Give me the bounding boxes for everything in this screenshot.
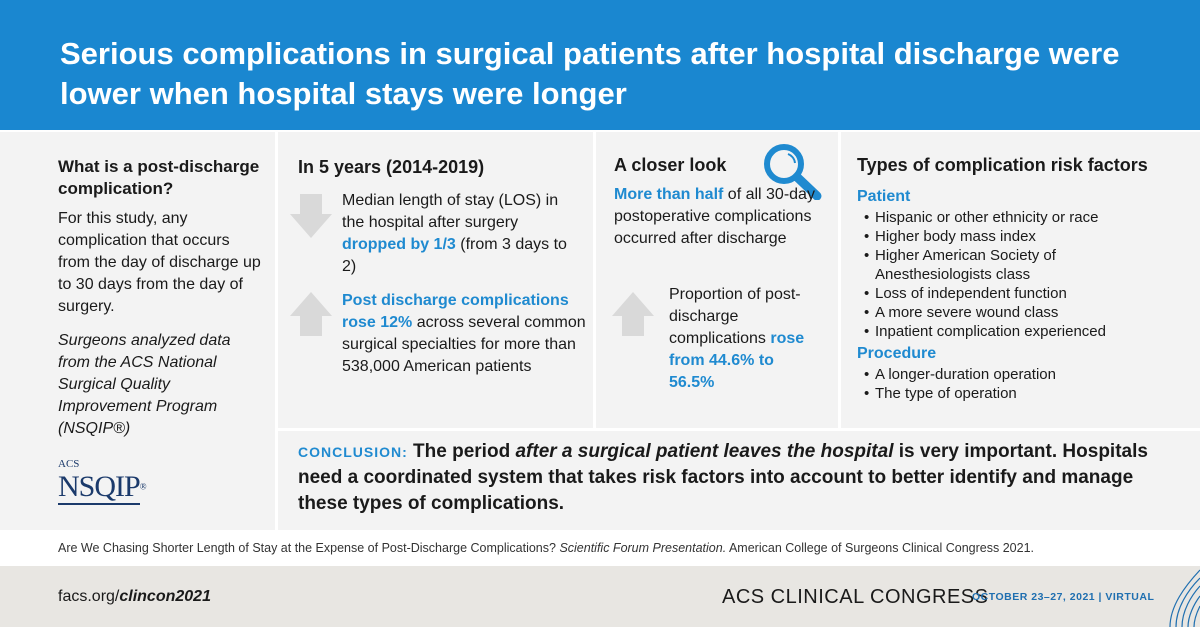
conclusion: CONCLUSION: The period after a surgical … bbox=[298, 439, 1158, 517]
text-run: Are We Chasing Shorter Length of Stay at… bbox=[58, 541, 560, 555]
header: Serious complications in surgical patien… bbox=[0, 0, 1200, 130]
text-run: (from 3 days to 2) bbox=[342, 236, 567, 275]
risk-panel: Types of complication risk factors Patie… bbox=[841, 132, 1200, 428]
text-run: of all 30-day postoperative complication… bbox=[614, 186, 815, 247]
text-run: dropped by 1/3 bbox=[342, 236, 456, 253]
footer: facs.org/clincon2021 ACS CLINICAL CONGRE… bbox=[0, 566, 1200, 627]
closer-item: Proportion of post-discharge complicatio… bbox=[669, 284, 819, 394]
title: Serious complications in surgical patien… bbox=[60, 36, 1120, 111]
risk-item: Inpatient complication experienced bbox=[857, 322, 1197, 341]
text-run: American College of Surgeons Clinical Co… bbox=[726, 541, 1034, 555]
text-run: The period bbox=[407, 441, 516, 462]
wave-decoration bbox=[1169, 569, 1200, 627]
text-run: after a surgical patient leaves the hosp… bbox=[515, 441, 894, 462]
text-run: More than half bbox=[614, 186, 724, 203]
text-run: CONCLUSION: bbox=[298, 444, 408, 460]
text-run: Median length of stay (LOS) in the hospi… bbox=[342, 192, 559, 231]
risk-item: A more severe wound class bbox=[857, 303, 1197, 322]
risk-item: Loss of independent function bbox=[857, 284, 1197, 303]
risk-list: Hispanic or other ethnicity or race High… bbox=[857, 208, 1197, 341]
logo: ACS NSQIP® bbox=[58, 458, 147, 505]
trends-panel: In 5 years (2014-2019) Median length of … bbox=[278, 132, 593, 428]
group-name: Procedure bbox=[857, 345, 937, 362]
text-run: across several common surgical specialti… bbox=[342, 314, 586, 375]
risk-list: A longer-duration operation The type of … bbox=[857, 365, 1197, 403]
risk-item: Higher American Society of Anesthesiolog… bbox=[857, 246, 1117, 284]
definition-panel: What is a post-discharge complication? F… bbox=[0, 132, 275, 530]
text-run: Proportion of post-discharge complicatio… bbox=[669, 286, 801, 347]
event-dates: OCTOBER 23–27, 2021 | VIRTUAL bbox=[972, 591, 1155, 603]
risk-item: Hispanic or other ethnicity or race bbox=[857, 208, 1197, 227]
logo-prefix: ACS bbox=[58, 458, 80, 470]
text-run: is very important. Hospitals need a coor… bbox=[298, 441, 1148, 514]
text-run: Scientific Forum Presentation. bbox=[559, 541, 727, 555]
up-arrow bbox=[290, 292, 332, 336]
text-run: clincon2021 bbox=[119, 588, 211, 605]
citation: Are We Chasing Shorter Length of Stay at… bbox=[58, 541, 1034, 555]
logo-name: NSQIP bbox=[58, 470, 141, 505]
up-arrow bbox=[612, 292, 654, 336]
event-name: ACS CLINICAL CONGRESS bbox=[722, 586, 989, 608]
text-run: clincon2021 bbox=[119, 588, 211, 605]
risk-item: Higher body mass index bbox=[857, 227, 1197, 246]
note: Surgeons analyzed data from the ACS Nati… bbox=[58, 332, 231, 437]
trend-item: Post discharge complications rose 12% ac… bbox=[342, 290, 587, 378]
lead: More than half of all 30-day postoperati… bbox=[614, 184, 819, 250]
conclusion-panel: CONCLUSION: The period after a surgical … bbox=[278, 431, 1200, 530]
heading: Types of complication risk factors bbox=[857, 155, 1148, 175]
footer-url: facs.org/clincon2021 bbox=[58, 588, 211, 606]
text-run: rose from 44.6% to 56.5% bbox=[669, 330, 805, 391]
magnifier-icon bbox=[764, 144, 822, 200]
trend-item: Median length of stay (LOS) in the hospi… bbox=[342, 190, 582, 278]
heading: What is a post-discharge complication? bbox=[58, 157, 260, 198]
down-arrow bbox=[290, 194, 332, 238]
risk-item: A longer-duration operation bbox=[857, 365, 1197, 384]
text-run: Post discharge complications rose 12% bbox=[342, 292, 569, 331]
logo-mark: ® bbox=[139, 481, 147, 492]
heading: A closer look bbox=[614, 155, 727, 175]
risk-item: The type of operation bbox=[857, 384, 1197, 403]
group-name: Patient bbox=[857, 188, 911, 205]
body: For this study, any complication that oc… bbox=[58, 210, 261, 315]
text-run: facs.org/ bbox=[58, 588, 120, 605]
heading: In 5 years (2014-2019) bbox=[298, 157, 485, 177]
closer-look-panel: A closer look More than half of all 30-d… bbox=[596, 132, 838, 428]
risk-groups: Patient Hispanic or other ethnicity or r… bbox=[857, 186, 1197, 403]
